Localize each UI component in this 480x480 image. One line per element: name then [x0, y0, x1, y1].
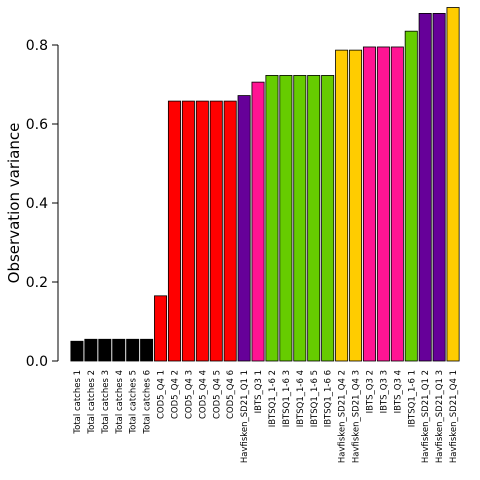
- bar: [167, 100, 181, 362]
- x-tick-label: Havfisken_SD21_Q1 3: [435, 370, 445, 463]
- bar: [84, 338, 98, 362]
- bar: [418, 12, 432, 362]
- x-tick-label: COD5_Q4 5: [212, 370, 222, 419]
- bar: [279, 75, 293, 362]
- bar: [70, 340, 84, 362]
- bar: [376, 46, 390, 362]
- bar: [181, 100, 195, 362]
- bar: [98, 338, 112, 362]
- y-tick-label: 0.2: [26, 275, 48, 291]
- x-tick-label: IBTSQ1_1-6 6: [324, 370, 334, 427]
- x-tick-label: Total catches 5: [129, 370, 139, 435]
- bar: [223, 100, 237, 362]
- x-tick-label: COD5_Q4 2: [170, 370, 180, 419]
- bar: [293, 75, 307, 362]
- x-tick-label: IBTS_Q3 2: [365, 370, 375, 413]
- bar: [404, 30, 418, 362]
- x-tick-label: COD5_Q4 4: [198, 370, 208, 419]
- bar: [321, 75, 335, 362]
- x-tick-label: COD5_Q4 1: [157, 370, 167, 419]
- bar: [432, 12, 446, 362]
- x-tick-label: Total catches 1: [73, 370, 83, 435]
- x-tick-label: Total catches 6: [143, 370, 153, 435]
- bar: [112, 338, 126, 362]
- x-tick-label: IBTSQ1_1-6 5: [310, 370, 320, 427]
- bar: [390, 46, 404, 362]
- x-tick-label: COD5_Q4 6: [226, 370, 236, 419]
- x-tick-label: Total catches 4: [115, 370, 125, 435]
- bar: [195, 100, 209, 362]
- bars-group: [70, 7, 460, 362]
- x-tick-label: Havfisken_SD21_Q4 1: [449, 370, 459, 463]
- x-tick-label: Total catches 2: [87, 370, 97, 435]
- bar: [154, 295, 168, 362]
- bar: [237, 95, 251, 362]
- x-tick-labels: Total catches 1 Total catches 2 Total catc…: [73, 370, 459, 463]
- y-tick-label: 0.4: [26, 196, 48, 212]
- x-tick-label: IBTSQ1_1-6 3: [282, 370, 292, 427]
- bar: [265, 75, 279, 362]
- y-tick-label: 0.0: [26, 354, 48, 370]
- x-tick-label: Havfisken_SD21_Q4 3: [352, 370, 362, 463]
- x-tick-label: COD5_Q4 3: [184, 370, 194, 419]
- y-tick-label: 0.6: [26, 117, 48, 133]
- x-tick-label: IBTSQ1_1-6 1: [407, 370, 417, 427]
- x-tick-label: Havfisken_SD21_Q1 1: [240, 370, 250, 463]
- x-tick-label: IBTSQ1_1-6 4: [296, 370, 306, 427]
- y-axis-label: Observation variance: [5, 123, 23, 284]
- bar: [349, 49, 363, 362]
- bar: [126, 338, 140, 362]
- x-tick-label: Havfisken_SD21_Q4 2: [338, 370, 348, 463]
- bar: [251, 81, 265, 362]
- y-tick-label: 0.8: [26, 38, 48, 54]
- x-tick-label: IBTS_Q3 4: [393, 370, 403, 413]
- bar: [140, 338, 154, 362]
- x-tick-label: IBTS_Q3 1: [254, 370, 264, 413]
- bar: [446, 7, 460, 362]
- x-tick-label: Total catches 3: [101, 370, 111, 435]
- bar: [209, 100, 223, 362]
- x-tick-label: IBTS_Q3 3: [379, 370, 389, 413]
- bar: [362, 46, 376, 362]
- x-tick-label: Havfisken_SD21_Q1 2: [421, 370, 431, 463]
- x-tick-label: IBTSQ1_1-6 2: [268, 370, 278, 427]
- bar: [307, 75, 321, 362]
- bar: [335, 49, 349, 362]
- y-axis: 0.0 0.2 0.4 0.6 0.8: [26, 38, 59, 370]
